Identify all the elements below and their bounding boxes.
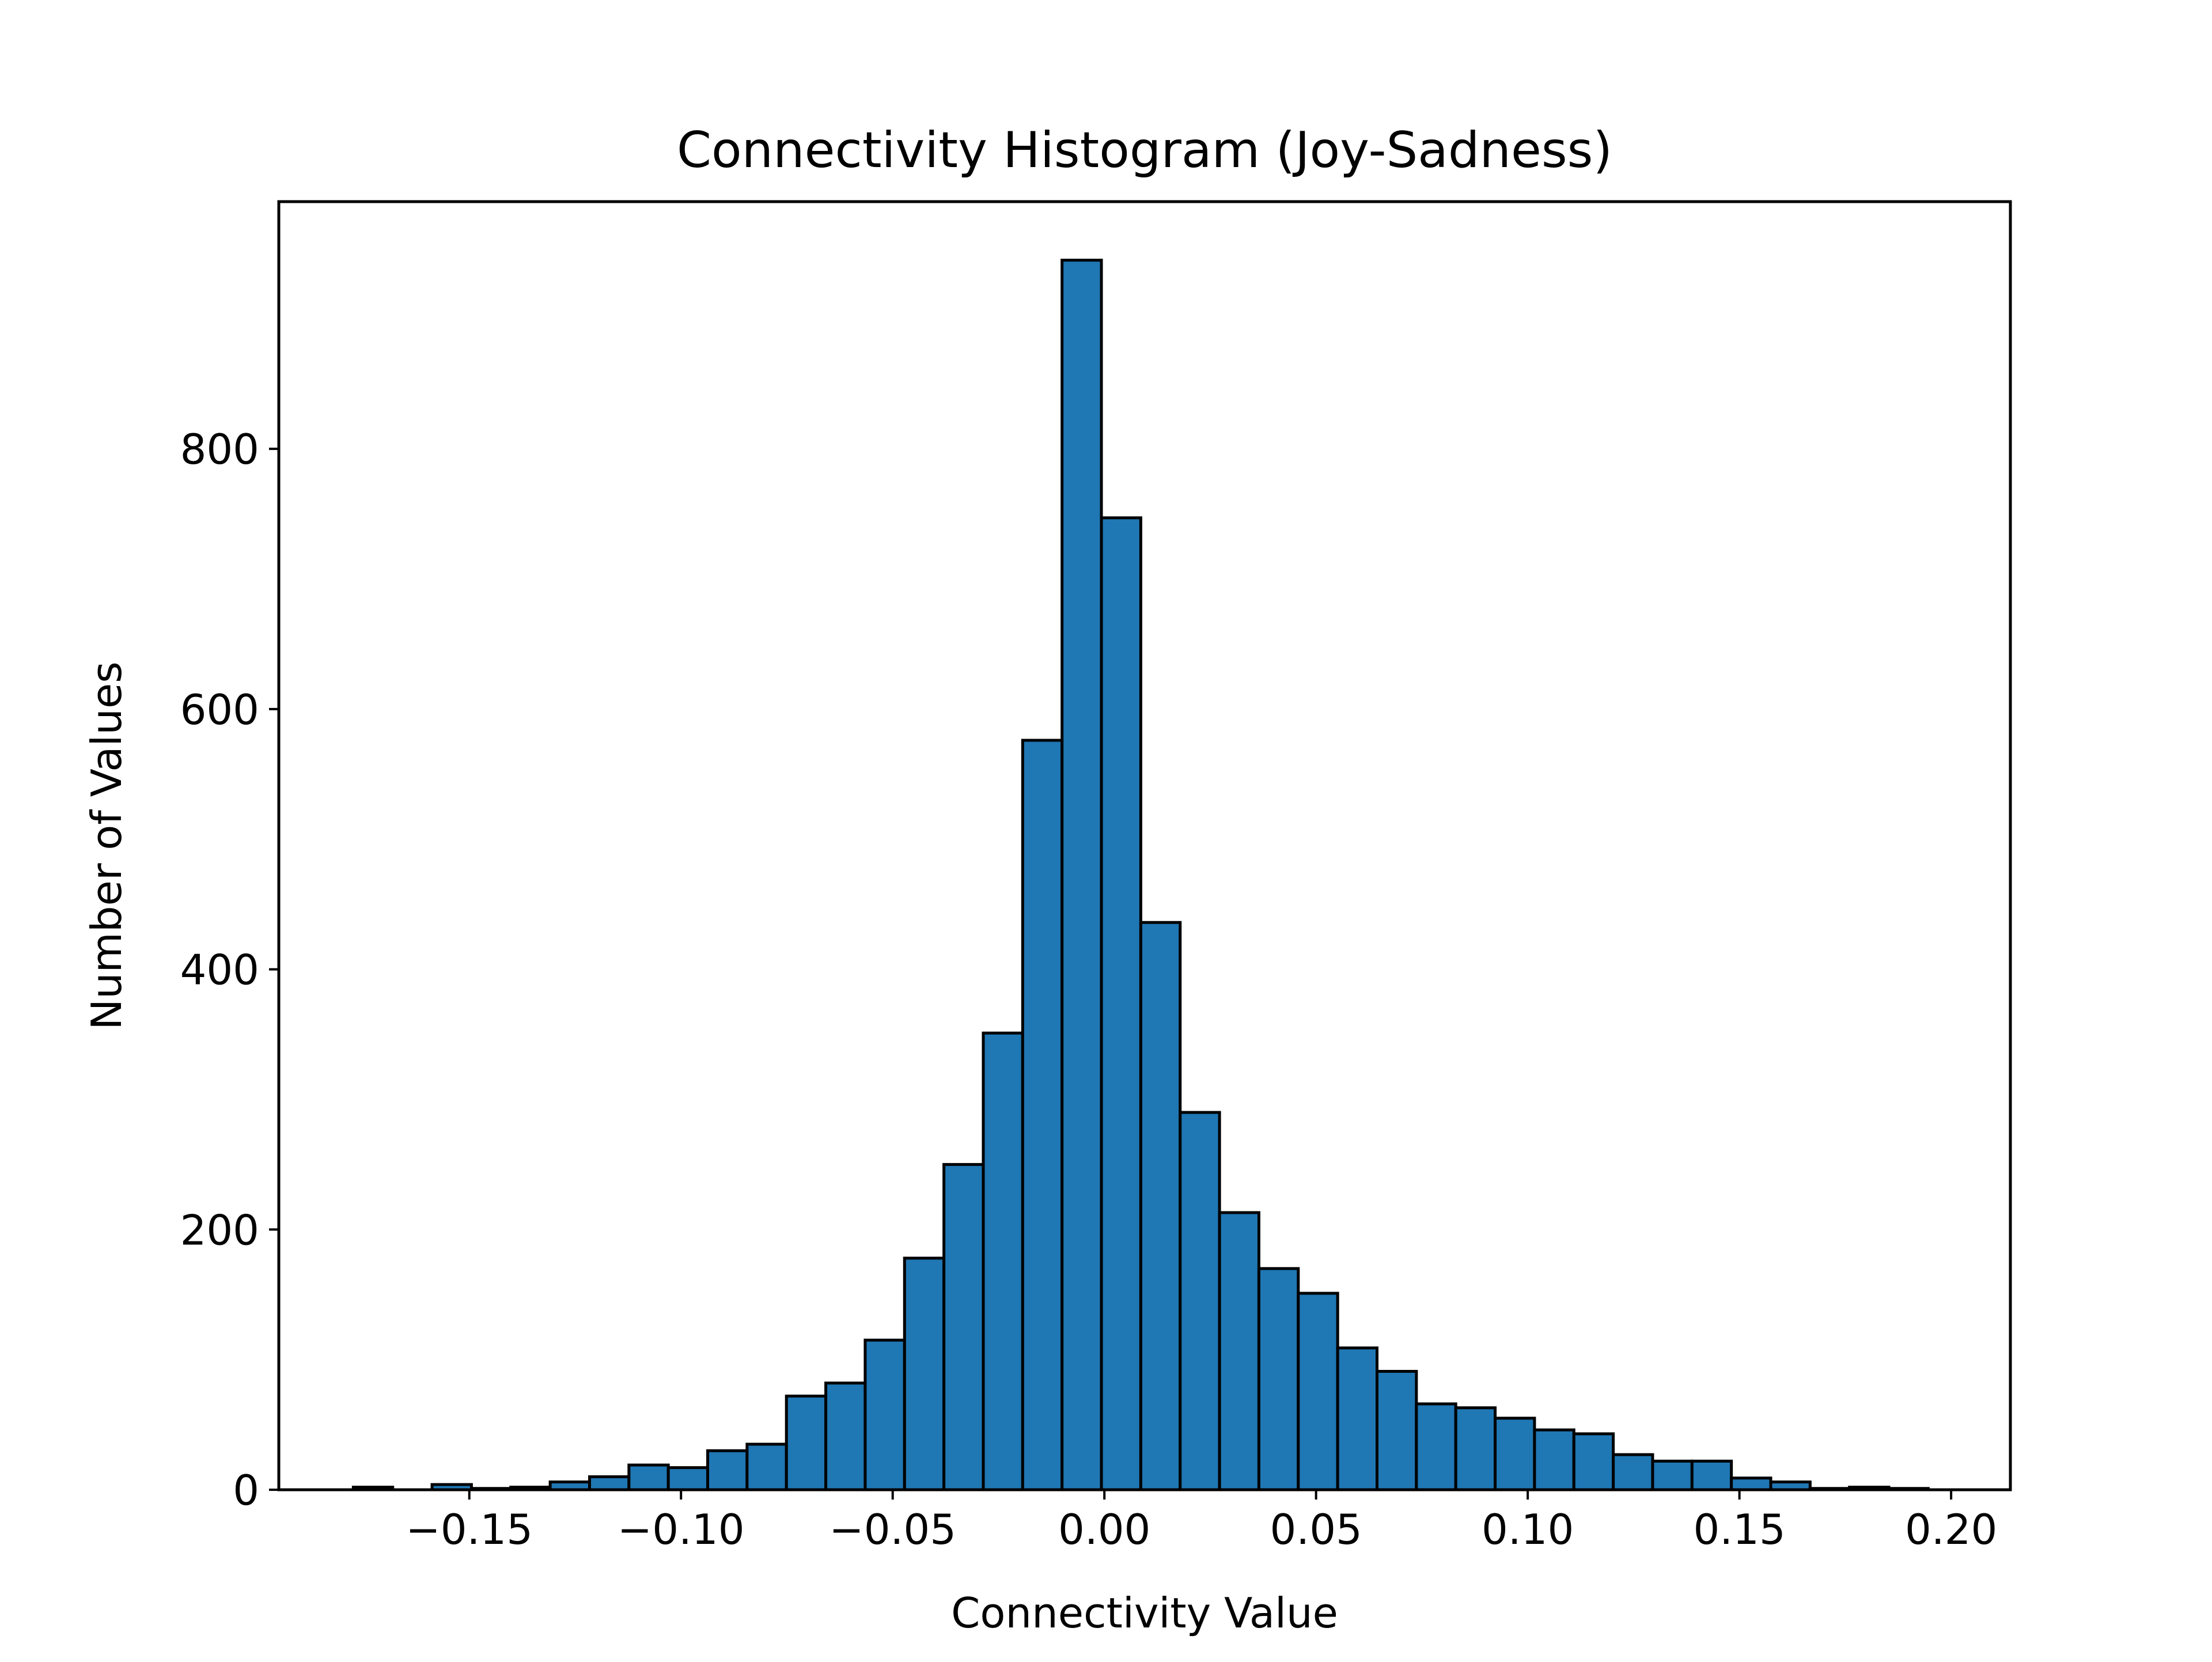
histogram-bar-17: [1021, 739, 1064, 1491]
x-tick-label: 0.20: [1905, 1505, 1997, 1554]
histogram-bar-25: [1336, 1346, 1378, 1491]
bars-layer: [351, 259, 1930, 1491]
histogram-bar-18: [1060, 259, 1103, 1491]
histogram-bar-14: [903, 1256, 946, 1491]
histogram-bar-33: [1651, 1459, 1694, 1491]
x-tick-label: 0.05: [1270, 1505, 1362, 1554]
histogram-bar-27: [1415, 1402, 1457, 1491]
histogram-bar-23: [1257, 1267, 1300, 1491]
chart-title: Connectivity Histogram (Joy-Sadness): [677, 122, 1612, 179]
x-tick-label: 0.10: [1482, 1505, 1574, 1554]
histogram-bar-28: [1454, 1406, 1497, 1491]
histogram-bar-20: [1139, 921, 1182, 1491]
histogram-bar-8: [666, 1466, 710, 1491]
histogram-bar-11: [785, 1394, 828, 1491]
histogram-bar-15: [942, 1163, 985, 1491]
histogram-bar-21: [1179, 1111, 1221, 1491]
histogram-bar-12: [824, 1381, 867, 1491]
x-axis-label: Connectivity Value: [951, 1589, 1338, 1637]
histogram-bar-31: [1572, 1432, 1615, 1491]
histogram-bar-30: [1533, 1428, 1575, 1491]
histogram-bar-13: [863, 1338, 906, 1491]
y-tick-label: 800: [180, 425, 259, 474]
histogram-bar-22: [1218, 1211, 1260, 1491]
histogram-bar-19: [1100, 516, 1142, 1491]
histogram-bar-16: [982, 1031, 1024, 1491]
y-axis-ticks: 0 200 400 600 800: [180, 425, 279, 1515]
x-axis-ticks: −0.15 −0.10 −0.05 0.00 0.05 0.10 0.15 0.20: [406, 1490, 1997, 1554]
histogram-bar-35: [1730, 1477, 1772, 1491]
histogram-bar-9: [706, 1449, 749, 1491]
histogram-bar-26: [1375, 1369, 1418, 1491]
y-tick-label: 0: [233, 1466, 259, 1515]
x-tick-label: −0.05: [829, 1505, 956, 1554]
x-tick-label: 0.15: [1693, 1505, 1785, 1554]
y-tick-label: 200: [180, 1206, 259, 1254]
x-tick-label: −0.15: [406, 1505, 533, 1554]
histogram-bar-6: [588, 1475, 631, 1491]
y-tick-label: 400: [180, 946, 259, 994]
histogram-bar-32: [1612, 1453, 1654, 1491]
plot-area-frame: [277, 200, 2012, 1491]
histogram-bar-7: [627, 1463, 670, 1491]
histogram-bar-10: [745, 1443, 788, 1491]
x-tick-label: 0.00: [1058, 1505, 1150, 1554]
histogram-bar-29: [1494, 1417, 1536, 1491]
y-tick-label: 600: [180, 686, 259, 734]
x-tick-label: −0.10: [618, 1505, 745, 1554]
histogram-bar-34: [1690, 1459, 1733, 1491]
y-axis-label: Number of Values: [82, 661, 131, 1030]
histogram-bar-24: [1297, 1292, 1339, 1491]
